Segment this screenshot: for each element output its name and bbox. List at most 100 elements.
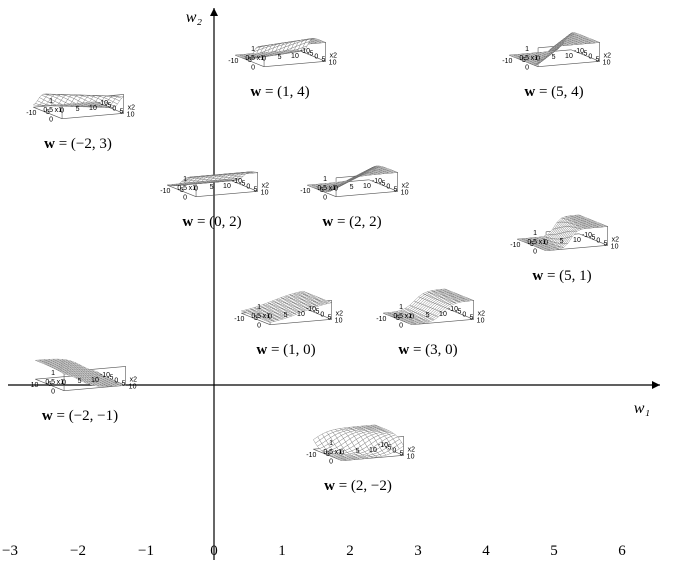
svg-text:x2: x2 (261, 182, 269, 189)
svg-text:x2: x2 (129, 376, 137, 383)
svg-text:0: 0 (112, 106, 116, 113)
svg-text:0: 0 (392, 448, 396, 455)
svg-text:5: 5 (349, 184, 353, 191)
svg-text:-5: -5 (45, 381, 51, 388)
svg-text:10: 10 (573, 237, 581, 244)
svg-text:0: 0 (588, 54, 592, 61)
svg-text:0: 0 (386, 184, 390, 191)
svg-text:x2: x2 (127, 104, 135, 111)
svg-text:-10: -10 (306, 452, 316, 459)
svg-text:5: 5 (399, 450, 403, 457)
surface-plot: 00.51-10-50510-10-50510x1x2 (155, 124, 270, 212)
svg-text:5: 5 (283, 312, 287, 319)
surface-plot: 00.51-10-50510-10-50510x1x2 (21, 46, 136, 134)
subplot-label: w = (2, 2) (295, 214, 410, 231)
svg-text:5: 5 (603, 240, 607, 247)
svg-text:0: 0 (329, 459, 333, 466)
svg-text:-10: -10 (26, 110, 36, 117)
svg-text:10: 10 (91, 377, 99, 384)
svg-text:5: 5 (355, 448, 359, 455)
svg-text:3: 3 (414, 543, 422, 559)
svg-text:10: 10 (291, 53, 299, 60)
svg-text:0: 0 (596, 238, 600, 245)
svg-text:5: 5 (551, 54, 555, 61)
svg-text:-5: -5 (107, 375, 113, 382)
surface-plot: 00.51-10-50510-10-50510x1x2 (223, 0, 338, 82)
svg-text:1: 1 (329, 440, 333, 447)
subplot-label: w = (−2, −1) (23, 408, 138, 425)
svg-text:5: 5 (425, 312, 429, 319)
svg-text:5: 5 (277, 54, 281, 61)
svg-text:0: 0 (183, 195, 187, 202)
svg-text:4: 4 (482, 543, 490, 559)
subplot-label: w = (0, 2) (155, 214, 270, 231)
svg-text:-5: -5 (393, 315, 399, 322)
svg-text:-5: -5 (385, 445, 391, 452)
svg-text:1: 1 (49, 98, 53, 105)
y-axis-label: w₂ (186, 9, 203, 26)
svg-text:-5: -5 (43, 109, 49, 116)
svg-text:10: 10 (439, 311, 447, 318)
svg-text:-5: -5 (455, 309, 461, 316)
svg-text:x2: x2 (611, 236, 619, 243)
subplot-label: w = (5, 1) (505, 268, 620, 285)
svg-text:x1: x1 (334, 449, 342, 456)
svg-text:10: 10 (128, 383, 136, 390)
svg-text:10: 10 (602, 59, 610, 66)
surface-plot: 00.51-10-50510-10-50510x1x2 (301, 388, 416, 476)
svg-text:0: 0 (399, 323, 403, 330)
svg-text:0: 0 (320, 312, 324, 319)
svg-text:-5: -5 (317, 187, 323, 194)
svg-text:10: 10 (610, 243, 618, 250)
svg-text:-10: -10 (376, 316, 386, 323)
svg-text:10: 10 (369, 447, 377, 454)
svg-text:10: 10 (126, 111, 134, 118)
svg-text:-5: -5 (245, 57, 251, 64)
svg-text:-5: -5 (519, 57, 525, 64)
svg-text:0: 0 (462, 312, 466, 319)
svg-text:10: 10 (565, 53, 573, 60)
svg-text:1: 1 (251, 46, 255, 53)
x-axis-label: w₁ (634, 400, 650, 417)
surface-plot: 00.51-10-50510-10-50510x1x2 (497, 0, 612, 82)
subplot-6: 00.51-10-50510-10-50510x1x2w = (1, 0) (229, 252, 344, 359)
svg-text:x2: x2 (603, 52, 611, 59)
surface-plot: 00.51-10-50510-10-50510x1x2 (229, 252, 344, 340)
svg-text:10: 10 (297, 311, 305, 318)
subplot-label: w = (3, 0) (371, 342, 486, 359)
svg-text:5: 5 (119, 108, 123, 115)
subplot-5: 00.51-10-50510-10-50510x1x2w = (5, 1) (505, 178, 620, 285)
svg-text:−2: −2 (70, 543, 86, 559)
svg-text:−3: −3 (2, 543, 18, 559)
svg-text:2: 2 (346, 543, 354, 559)
svg-text:1: 1 (257, 304, 261, 311)
svg-text:1: 1 (525, 46, 529, 53)
subplot-7: 00.51-10-50510-10-50510x1x2w = (3, 0) (371, 252, 486, 359)
svg-text:x1: x1 (404, 313, 412, 320)
svg-text:0: 0 (49, 117, 53, 124)
svg-text:5: 5 (253, 186, 257, 193)
svg-text:-5: -5 (239, 181, 245, 188)
svg-text:1: 1 (323, 176, 327, 183)
svg-text:0: 0 (210, 543, 218, 559)
svg-text:5: 5 (469, 314, 473, 321)
figure-container: −3−2−10123456w₁w₂00.51-10-50510-10-50510… (0, 0, 675, 570)
svg-text:x1: x1 (538, 239, 546, 246)
svg-text:-5: -5 (313, 309, 319, 316)
svg-text:10: 10 (334, 317, 342, 324)
svg-text:10: 10 (328, 59, 336, 66)
svg-text:5: 5 (327, 314, 331, 321)
svg-text:10: 10 (260, 189, 268, 196)
svg-text:-5: -5 (527, 241, 533, 248)
svg-text:-5: -5 (581, 51, 587, 58)
svg-text:-5: -5 (323, 451, 329, 458)
svg-text:-5: -5 (307, 51, 313, 58)
subplot-4: 00.51-10-50510-10-50510x1x2w = (2, 2) (295, 124, 410, 231)
svg-text:5: 5 (550, 543, 558, 559)
svg-text:-10: -10 (502, 58, 512, 65)
svg-text:x1: x1 (54, 107, 62, 114)
svg-text:1: 1 (183, 176, 187, 183)
svg-text:x1: x1 (530, 55, 538, 62)
svg-text:0: 0 (257, 323, 261, 330)
subplot-2: 00.51-10-50510-10-50510x1x2w = (−2, 3) (21, 46, 136, 153)
